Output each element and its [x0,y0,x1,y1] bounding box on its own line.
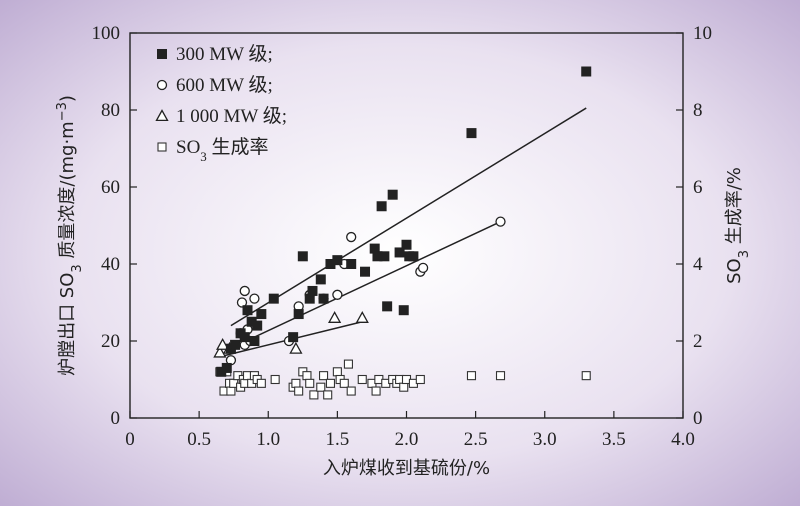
data-point-open-square [226,386,236,396]
data-point-open-triangle [289,341,303,354]
y-right-tick-label: 2 [693,331,703,352]
data-point-filled-square [318,293,329,304]
data-point-open-circle [249,293,260,304]
data-point-open-triangle [213,345,227,358]
data-point-filled-square [256,309,267,320]
fit-line [237,220,501,346]
data-point-open-square [357,374,367,385]
data-point-open-square [291,378,301,388]
y-left-tick-label: 0 [111,408,121,429]
legend-label: 600 MW 级; [176,74,273,96]
legend-marker [157,49,167,59]
data-point-filled-square [382,301,393,312]
data-point-open-square [399,382,409,392]
x-tick-label: 3.5 [602,429,626,450]
legend-marker [157,142,167,152]
y-right-tick-label: 10 [693,23,712,44]
data-point-open-square [332,367,342,377]
data-point-open-triangle [216,338,230,350]
y-right-tick-label: 0 [693,408,703,429]
y-right-axis-title: SO3 生成率/% [724,167,752,284]
x-tick-label: 4.0 [671,429,695,450]
data-point-open-square [495,371,506,381]
data-point-open-square [270,374,280,385]
legend-label: 300 MW 级; [176,43,273,65]
data-point-open-circle [417,262,429,274]
data-point-filled-square [379,251,390,262]
x-axis-title: 入炉煤收到基硫份/% [323,458,490,479]
data-point-open-circle [495,216,506,227]
data-point-open-circle [332,289,343,300]
x-tick-label: 2.0 [395,429,419,450]
x-tick-label: 3.0 [533,429,557,450]
data-point-open-square [323,390,333,400]
data-point-filled-square [252,320,263,331]
x-tick-label: 1.5 [326,429,350,450]
data-point-filled-square [288,332,299,343]
data-point-open-square [302,371,312,381]
data-point-open-triangle [355,311,369,323]
data-point-filled-square [230,339,241,350]
data-point-open-square [305,378,315,388]
y-left-axis-title: 炉膛出口 SO3 质量浓度/(mg·m−3) [55,95,85,376]
data-point-filled-square [242,305,253,316]
y-right-tick-label: 8 [693,100,703,121]
data-point-open-square [346,386,356,396]
data-point-open-square [415,374,425,385]
legend-label: SO3 生成率 [176,136,269,164]
x-tick-label: 1.0 [256,429,280,450]
data-point-open-triangle [328,311,342,323]
data-point-filled-square [221,362,232,373]
data-point-filled-square [239,332,250,343]
data-point-filled-square [408,251,419,262]
data-point-open-square [318,371,329,381]
data-point-open-circle [239,285,250,297]
y-right-tick-label: 4 [693,254,703,275]
data-point-filled-square [581,66,592,77]
data-point-open-square [325,378,336,388]
y-left-tick-label: 80 [101,100,120,121]
x-tick-label: 2.5 [464,429,488,450]
legend-marker [156,79,168,91]
data-point-open-square [339,378,349,388]
data-point-filled-square [315,274,326,285]
data-point-filled-square [268,293,279,304]
legend-marker [155,109,169,122]
data-point-filled-square [360,266,371,277]
data-point-filled-square [293,309,304,320]
data-point-filled-square [297,251,308,262]
y-left-tick-label: 40 [101,254,120,275]
data-point-filled-square [398,305,409,316]
data-point-open-square [343,359,353,369]
data-point-filled-square [401,239,412,250]
data-point-open-square [466,371,477,381]
y-left-tick-label: 20 [101,331,120,352]
data-point-open-square [316,382,326,392]
data-point-filled-square [346,259,357,269]
data-point-open-square [294,386,304,396]
data-point-filled-square [394,247,405,258]
data-point-open-square [309,390,319,400]
y-left-tick-label: 60 [101,177,120,198]
data-point-filled-square [307,285,318,296]
data-point-open-circle [236,297,248,308]
x-tick-label: 0 [125,429,135,450]
y-right-tick-label: 6 [693,177,703,198]
data-point-filled-square [376,201,387,212]
x-tick-label: 0.5 [187,429,211,450]
data-point-open-square [256,378,266,388]
data-point-filled-square [466,128,477,139]
data-point-filled-square [249,336,260,346]
data-point-open-square [581,371,591,381]
data-point-filled-square [332,255,343,266]
legend-label: 1 000 MW 级; [176,105,287,127]
fit-line [230,107,587,327]
y-left-tick-label: 100 [92,23,121,44]
data-point-open-circle [346,231,357,243]
data-point-open-square [371,386,381,396]
data-point-filled-square [387,189,398,200]
